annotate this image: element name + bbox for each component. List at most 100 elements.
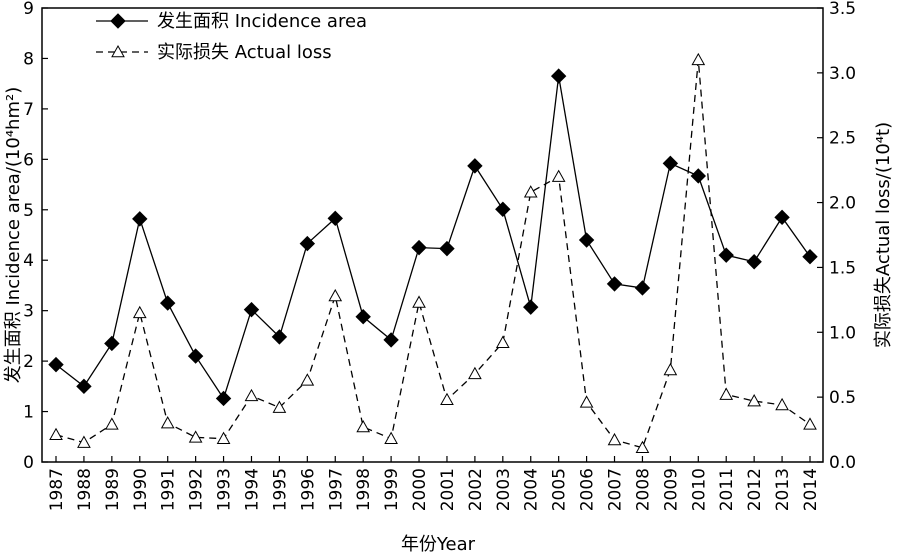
right-axis-title: 实际损失Actual loss/(10⁴t): [873, 122, 894, 348]
data-point-diamond: [159, 295, 176, 311]
left-axis: 0 1 2 3 4 5 6 7 8 9: [23, 0, 48, 473]
data-point-triangle: [160, 416, 175, 429]
x-tick-label: 2007: [606, 468, 626, 511]
legend-triangle-marker: [111, 44, 125, 58]
data-point-diamond: [802, 248, 818, 265]
legend-entry-0: 发生面积 Incidence area: [96, 11, 367, 32]
right-tick-label: 1.5: [829, 258, 856, 278]
right-tick-label: 0.5: [829, 388, 856, 408]
plot-area-border: [41, 7, 824, 463]
left-tick-label: 9: [23, 0, 34, 19]
x-tick-label: 1999: [382, 468, 402, 511]
data-point-diamond: [718, 247, 734, 263]
right-tick-label: 2.0: [829, 194, 856, 214]
data-point-triangle: [412, 295, 426, 308]
data-point-diamond: [411, 239, 427, 256]
series-line-1: [55, 59, 811, 449]
x-axis-title: 年份Year: [401, 534, 476, 555]
x-tick-label: 2002: [466, 468, 486, 511]
x-tick-label: 2003: [494, 468, 514, 511]
data-point-triangle: [272, 400, 287, 413]
data-point-diamond: [187, 348, 204, 364]
data-point-diamond: [48, 356, 64, 373]
data-point-diamond: [271, 329, 288, 345]
data-point-diamond: [243, 301, 260, 318]
left-tick-label: 6: [23, 150, 34, 170]
data-point-triangle: [440, 392, 454, 406]
x-tick-label: 2014: [801, 468, 821, 511]
data-point-triangle: [356, 419, 371, 433]
data-point-triangle: [468, 366, 482, 380]
data-point-diamond: [578, 232, 595, 248]
left-tick-label: 1: [23, 403, 34, 423]
data-point-triangle: [663, 362, 678, 376]
left-tick-label: 4: [23, 251, 34, 271]
x-tick-label: 2000: [410, 468, 430, 511]
data-point-triangle: [691, 52, 706, 66]
x-tick-label: 1992: [187, 468, 207, 511]
x-tick-label: 2001: [438, 468, 458, 511]
data-point-triangle: [607, 432, 622, 446]
data-point-triangle: [328, 288, 343, 302]
data-point-triangle: [132, 305, 147, 319]
x-tick-label: 2011: [717, 468, 737, 511]
series-layer: [48, 52, 818, 454]
x-tick-label: 2006: [578, 468, 598, 511]
data-point-triangle: [803, 417, 817, 430]
data-point-diamond: [523, 299, 539, 315]
right-tick-label: 2.5: [829, 129, 856, 149]
data-point-diamond: [132, 211, 148, 227]
data-point-triangle: [551, 169, 566, 182]
x-tick-label: 1996: [298, 468, 318, 511]
x-tick-label: 1994: [242, 468, 262, 511]
data-point-diamond: [215, 390, 232, 407]
right-tick-label: 3.5: [829, 0, 856, 19]
data-point-triangle: [719, 387, 734, 400]
data-point-diamond: [606, 276, 623, 292]
right-tick-label: 0.0: [829, 453, 856, 473]
data-point-triangle: [244, 388, 259, 402]
data-point-triangle: [77, 435, 91, 448]
x-tick-label: 2004: [522, 468, 542, 511]
left-axis-title: 发生面积 Incidence area/(10⁴hm²): [3, 87, 24, 383]
x-tick-label: 1998: [354, 468, 374, 511]
x-tick-label: 1995: [270, 468, 290, 511]
x-tick-label: 2010: [689, 468, 709, 511]
x-tick-label: 2009: [661, 468, 681, 511]
left-tick-label: 3: [23, 302, 34, 322]
data-point-diamond: [467, 158, 483, 174]
data-point-diamond: [327, 210, 343, 227]
left-tick-label: 5: [23, 201, 34, 221]
series-1: [49, 52, 817, 454]
x-tick-label: 1988: [75, 468, 95, 511]
x-tick-label: 2012: [745, 468, 765, 511]
legend-entry-1: 实际损失 Actual loss: [96, 42, 332, 63]
series-line-0: [55, 75, 811, 400]
data-point-diamond: [662, 155, 679, 172]
x-tick-label: 1990: [131, 468, 151, 511]
data-point-diamond: [690, 168, 707, 184]
data-point-diamond: [634, 280, 651, 296]
x-tick-label: 1991: [159, 468, 179, 511]
x-axis: 1987 1988 1989 1990 1991 1992 1993 1994 1995 1996…: [47, 456, 821, 511]
x-tick-label: 1989: [103, 468, 123, 511]
legend-label: 发生面积 Incidence area: [157, 11, 367, 32]
left-tick-label: 8: [23, 49, 34, 69]
data-point-diamond: [495, 201, 511, 217]
data-point-diamond: [104, 335, 120, 352]
left-tick-label: 2: [23, 352, 34, 372]
data-point-diamond: [76, 378, 92, 395]
data-point-diamond: [355, 309, 371, 325]
x-tick-label: 1993: [215, 468, 235, 511]
data-point-triangle: [216, 431, 231, 444]
x-tick-label: 2008: [633, 468, 653, 511]
data-point-triangle: [495, 335, 510, 348]
data-point-triangle: [300, 373, 315, 386]
series-0: [48, 68, 818, 407]
data-point-triangle: [49, 427, 63, 441]
legend: 发生面积 Incidence area 实际损失 Actual loss: [96, 11, 367, 63]
legend-label: 实际损失 Actual loss: [157, 42, 332, 63]
data-point-triangle: [523, 185, 538, 198]
data-point-triangle: [579, 395, 594, 408]
